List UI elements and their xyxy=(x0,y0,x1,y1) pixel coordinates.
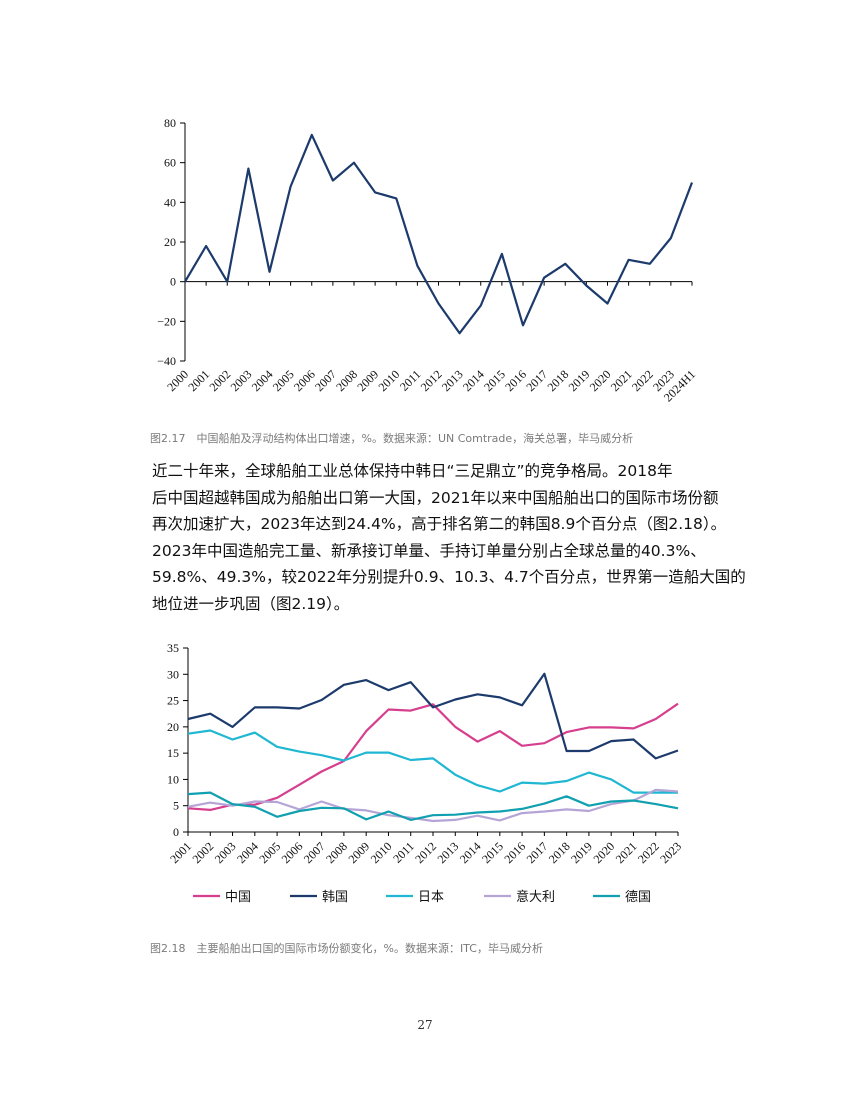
x-tick-label: 2009 xyxy=(354,367,381,394)
y-tick-label: 80 xyxy=(164,116,176,130)
legend-label: 韩国 xyxy=(322,889,348,904)
x-tick-label: 2009 xyxy=(345,839,372,866)
x-tick-label: 2008 xyxy=(323,839,350,866)
x-tick-label: 2002 xyxy=(190,839,217,866)
x-tick-label: 2013 xyxy=(435,839,462,866)
x-tick-label: 2001 xyxy=(167,839,194,866)
x-tick-label: 2019 xyxy=(566,367,593,394)
paragraph-line: 后中国超越韩国成为船舶出口第一大国，2021年以来中国船舶出口的国际市场份额 xyxy=(152,488,719,507)
x-tick-label: 2002 xyxy=(207,367,234,394)
chart2-legend: 中国 韩国 日本 意大利 德国 xyxy=(193,889,651,904)
x-tick-label: 2016 xyxy=(502,367,529,394)
x-tick-label: 2011 xyxy=(390,839,417,866)
y-tick-label: 30 xyxy=(167,667,179,681)
y-tick-label: 0 xyxy=(170,275,176,289)
chart2-x-tick-labels: 2001200220032004200520062007200820092010… xyxy=(167,839,684,866)
x-tick-label: 2010 xyxy=(368,839,395,866)
legend-label: 中国 xyxy=(225,889,251,904)
paragraph-line: 2023年中国造船完工量、新承接订单量、手持订单量分别占全球总量的40.3%、 xyxy=(152,541,706,560)
y-tick-label: −20 xyxy=(157,314,176,328)
x-tick-label: 2022 xyxy=(635,839,662,866)
x-tick-label: 2012 xyxy=(418,367,445,394)
series-line-中国 xyxy=(187,702,679,811)
legend-label: 意大利 xyxy=(516,889,555,904)
chart1-y-tick-labels: 80 60 40 20 0 −20 −40 xyxy=(157,116,176,368)
x-tick-label: 2000 xyxy=(164,367,191,394)
series-line-意大利 xyxy=(187,788,679,823)
x-tick-label: 2021 xyxy=(608,367,635,394)
x-tick-label: 2003 xyxy=(228,367,255,394)
x-tick-label: 2012 xyxy=(412,839,439,866)
chart1-series xyxy=(184,133,694,335)
body-paragraph: 近二十年来，全球船舶工业总体保持中韩日“三足鼎立”的竞争格局。2018年 后中国… xyxy=(152,458,746,617)
series-line-韩国 xyxy=(187,672,679,760)
chart2-axes xyxy=(183,647,679,836)
x-tick-label: 2017 xyxy=(523,367,550,394)
y-tick-label: 40 xyxy=(164,195,176,209)
figure-caption-2-17: 图2.17 中国船舶及浮动结构体出口增速，%。数据来源：UN Comtrade，… xyxy=(150,432,634,445)
x-tick-label: 2018 xyxy=(546,839,573,866)
x-tick-label: 2021 xyxy=(613,839,640,866)
x-tick-label: 2019 xyxy=(568,839,595,866)
y-tick-label: 60 xyxy=(164,156,176,170)
x-tick-label: 2016 xyxy=(501,839,528,866)
x-tick-label: 2004 xyxy=(249,367,276,394)
legend-label: 日本 xyxy=(418,889,444,904)
y-tick-label: 10 xyxy=(167,772,179,786)
figure-caption-2-18: 图2.18 主要船舶出口国的国际市场份额变化，%。数据来源：ITC，毕马威分析 xyxy=(150,942,543,955)
series-line-德国 xyxy=(187,791,679,821)
x-tick-label: 2020 xyxy=(587,367,614,394)
y-tick-label: 5 xyxy=(173,799,179,813)
x-tick-label: 2007 xyxy=(312,367,339,394)
chart1-axes xyxy=(180,122,693,362)
chart2-series xyxy=(187,672,679,823)
chart1-x-tick-labels: 2000200120022003200420052006200720082009… xyxy=(164,367,698,404)
chart2-y-tick-labels: 35 30 25 20 15 10 5 0 xyxy=(167,641,179,839)
x-tick-label: 2003 xyxy=(212,839,239,866)
x-tick-label: 2015 xyxy=(481,367,508,394)
x-tick-label: 2014 xyxy=(460,367,487,394)
series-line-中国船舶及浮动结构体出口增速 xyxy=(184,133,694,335)
paragraph-line: 近二十年来，全球船舶工业总体保持中韩日“三足鼎立”的竞争格局。2018年 xyxy=(152,462,673,480)
x-tick-label: 2007 xyxy=(301,839,328,866)
x-tick-label: 2005 xyxy=(270,367,297,394)
x-tick-label: 2023 xyxy=(657,839,684,866)
paragraph-line: 地位进一步巩固（图2.19）。 xyxy=(152,594,350,613)
x-tick-label: 2022 xyxy=(629,367,656,394)
page-number: 27 xyxy=(417,1018,433,1032)
y-tick-label: 35 xyxy=(167,641,179,655)
y-tick-label: 20 xyxy=(164,235,176,249)
export-growth-chart: 80 60 40 20 0 −20 −40 200020012002200320042005… xyxy=(157,116,698,404)
y-tick-label: 15 xyxy=(167,746,179,760)
y-tick-label: 20 xyxy=(167,720,179,734)
x-tick-label: 2010 xyxy=(376,367,403,394)
x-tick-label: 2014 xyxy=(457,839,484,866)
y-tick-label: 0 xyxy=(173,825,179,839)
x-tick-label: 2005 xyxy=(256,839,283,866)
paragraph-line: 59.8%、49.3%，较2022年分别提升0.9、10.3、4.7个百分点，世… xyxy=(152,568,746,586)
x-tick-label: 2001 xyxy=(185,367,212,394)
x-tick-label: 2020 xyxy=(590,839,617,866)
legend-label: 德国 xyxy=(625,889,651,904)
x-tick-label: 2008 xyxy=(333,367,360,394)
series-line-日本 xyxy=(187,729,678,794)
paragraph-line: 再次加速扩大，2023年达到24.4%，高于排名第二的韩国8.9个百分点（图2.… xyxy=(152,515,727,533)
x-tick-label: 2006 xyxy=(279,839,306,866)
x-tick-label: 2004 xyxy=(234,839,261,866)
x-tick-label: 2015 xyxy=(479,839,506,866)
x-tick-label: 2011 xyxy=(397,367,424,394)
x-tick-label: 2018 xyxy=(545,367,572,394)
x-tick-label: 2006 xyxy=(291,367,318,394)
x-tick-label: 2017 xyxy=(524,839,551,866)
x-tick-label: 2013 xyxy=(439,367,466,394)
y-tick-label: 25 xyxy=(167,694,179,708)
y-tick-label: −40 xyxy=(157,354,176,368)
